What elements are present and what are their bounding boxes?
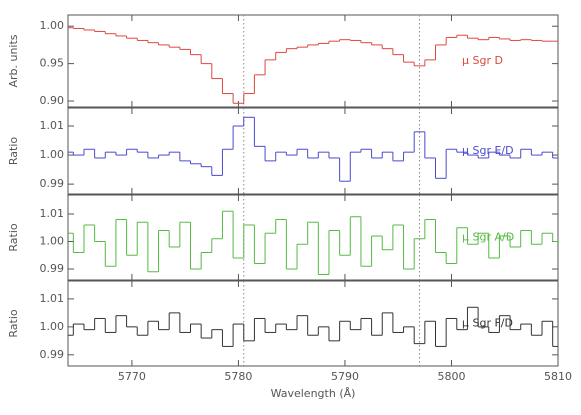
series-label: μ Sgr D bbox=[462, 54, 503, 67]
step-risers bbox=[72, 27, 543, 104]
y-axis-label: Ratio bbox=[7, 137, 20, 166]
series-label: μ Sgr A/D bbox=[462, 231, 514, 244]
x-tick-label: 5770 bbox=[118, 370, 146, 383]
y-tick-label: 0.99 bbox=[40, 262, 65, 275]
series-label: μ Sgr F/D bbox=[462, 317, 513, 330]
y-axis-label: Ratio bbox=[7, 309, 20, 338]
x-tick-label: 5800 bbox=[437, 370, 465, 383]
step-risers bbox=[72, 117, 554, 182]
y-axis-label: Ratio bbox=[7, 223, 20, 252]
y-tick-label: 1.01 bbox=[40, 119, 65, 132]
series-label: μ Sgr E/D bbox=[462, 144, 514, 157]
step-risers bbox=[72, 211, 554, 275]
x-tick-label: 5810 bbox=[544, 370, 572, 383]
y-tick-label: 1.01 bbox=[40, 207, 65, 220]
y-tick-label: 1.00 bbox=[40, 148, 65, 161]
panel-frame bbox=[67, 280, 559, 367]
y-tick-label: 0.90 bbox=[40, 94, 65, 107]
y-axis-label: Arb. units bbox=[7, 34, 20, 87]
y-tick-label: 0.95 bbox=[40, 57, 65, 70]
y-tick-label: 1.00 bbox=[40, 19, 65, 32]
y-tick-label: 0.99 bbox=[40, 348, 65, 361]
y-tick-label: 1.00 bbox=[40, 234, 65, 247]
y-tick-label: 0.99 bbox=[40, 177, 65, 190]
y-tick-label: 1.00 bbox=[40, 320, 65, 333]
step-risers bbox=[72, 307, 554, 347]
x-tick-label: 5790 bbox=[331, 370, 359, 383]
panel-frame bbox=[67, 14, 559, 108]
panel-frame bbox=[67, 194, 559, 281]
x-tick-label: 5780 bbox=[224, 370, 252, 383]
x-axis-label: Wavelength (Å) bbox=[271, 387, 356, 400]
panel-frame bbox=[67, 107, 559, 195]
y-tick-label: 1.01 bbox=[40, 292, 65, 305]
